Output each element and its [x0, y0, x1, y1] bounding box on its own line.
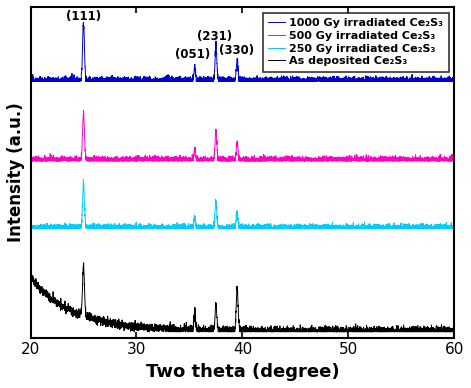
As deposited Ce₂S₃ [452, 329, 457, 334]
Text: (051): (051) [175, 48, 210, 61]
As deposited Ce₂S₃ [418, 329, 423, 334]
As deposited Ce₂S₃ [336, 326, 341, 331]
Line: 1000 Gy irradiated Ce₂S₃: 1000 Gy irradiated Ce₂S₃ [31, 23, 455, 81]
250 Gy irradiated Ce₂S₃ [452, 226, 457, 231]
1000 Gy irradiated Ce₂S₃ [336, 76, 341, 81]
250 Gy irradiated Ce₂S₃ [209, 223, 215, 228]
250 Gy irradiated Ce₂S₃ [206, 225, 211, 230]
500 Gy irradiated Ce₂S₃ [439, 156, 444, 160]
250 Gy irradiated Ce₂S₃ [81, 177, 86, 182]
Line: 500 Gy irradiated Ce₂S₃: 500 Gy irradiated Ce₂S₃ [31, 111, 455, 161]
1000 Gy irradiated Ce₂S₃ [418, 78, 423, 83]
Line: As deposited Ce₂S₃: As deposited Ce₂S₃ [31, 263, 455, 332]
500 Gy irradiated Ce₂S₃ [209, 157, 215, 161]
250 Gy irradiated Ce₂S₃ [417, 223, 423, 228]
500 Gy irradiated Ce₂S₃ [418, 156, 423, 161]
As deposited Ce₂S₃ [81, 260, 87, 265]
As deposited Ce₂S₃ [145, 329, 151, 334]
250 Gy irradiated Ce₂S₃ [28, 226, 33, 231]
As deposited Ce₂S₃ [439, 322, 444, 327]
1000 Gy irradiated Ce₂S₃ [452, 76, 457, 81]
Legend: 1000 Gy irradiated Ce₂S₃, 500 Gy irradiated Ce₂S₃, 250 Gy irradiated Ce₂S₃, As d: 1000 Gy irradiated Ce₂S₃, 500 Gy irradia… [263, 12, 449, 72]
250 Gy irradiated Ce₂S₃ [336, 226, 341, 230]
Text: (111): (111) [66, 10, 101, 23]
1000 Gy irradiated Ce₂S₃ [209, 79, 215, 83]
As deposited Ce₂S₃ [209, 329, 215, 333]
500 Gy irradiated Ce₂S₃ [452, 156, 457, 161]
1000 Gy irradiated Ce₂S₃ [206, 77, 211, 81]
1000 Gy irradiated Ce₂S₃ [81, 20, 86, 25]
500 Gy irradiated Ce₂S₃ [206, 157, 211, 162]
500 Gy irradiated Ce₂S₃ [229, 157, 235, 161]
500 Gy irradiated Ce₂S₃ [336, 156, 341, 160]
500 Gy irradiated Ce₂S₃ [81, 108, 87, 113]
Y-axis label: Intensity (a.u.): Intensity (a.u.) [7, 102, 25, 242]
As deposited Ce₂S₃ [206, 329, 211, 334]
Line: 250 Gy irradiated Ce₂S₃: 250 Gy irradiated Ce₂S₃ [31, 179, 455, 229]
Text: (231): (231) [197, 29, 233, 43]
As deposited Ce₂S₃ [28, 272, 33, 277]
500 Gy irradiated Ce₂S₃ [28, 159, 33, 163]
1000 Gy irradiated Ce₂S₃ [229, 76, 235, 81]
As deposited Ce₂S₃ [229, 328, 235, 333]
X-axis label: Two theta (degree): Two theta (degree) [146, 363, 339, 381]
1000 Gy irradiated Ce₂S₃ [439, 78, 444, 82]
250 Gy irradiated Ce₂S₃ [439, 222, 444, 227]
1000 Gy irradiated Ce₂S₃ [29, 79, 34, 84]
Text: (330): (330) [219, 44, 254, 57]
250 Gy irradiated Ce₂S₃ [229, 221, 235, 226]
1000 Gy irradiated Ce₂S₃ [28, 78, 33, 83]
500 Gy irradiated Ce₂S₃ [28, 156, 33, 160]
